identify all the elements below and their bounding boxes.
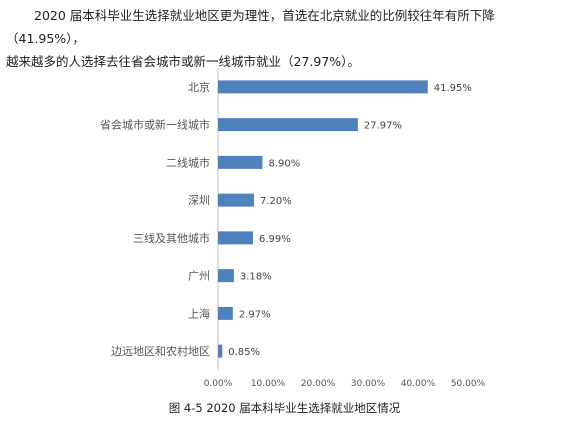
intro-line-2: 越来越多的人选择去往省会城市或新一线城市就业（27.97%）。 bbox=[6, 54, 360, 69]
value-label: 7.20% bbox=[260, 196, 292, 207]
category-label: 广州 bbox=[188, 270, 210, 283]
value-label: 8.90% bbox=[269, 158, 301, 169]
category-label: 北京 bbox=[188, 80, 210, 94]
bar bbox=[218, 306, 233, 320]
intro-text: 2020 届本科毕业生选择就业地区更为理性，首选在北京就业的比例较往年有所下降（… bbox=[6, 4, 562, 73]
value-label: 2.97% bbox=[239, 309, 271, 320]
bar bbox=[218, 231, 253, 245]
bar bbox=[218, 155, 263, 169]
bar bbox=[218, 344, 223, 358]
value-label: 41.95% bbox=[434, 83, 472, 94]
category-label: 边远地区和农村地区 bbox=[111, 344, 210, 358]
x-tick-label: 40.00% bbox=[401, 379, 436, 389]
bar bbox=[218, 118, 358, 132]
value-label: 0.85% bbox=[228, 347, 260, 358]
x-tick-label: 50.00% bbox=[451, 379, 486, 389]
intro-line-1: 2020 届本科毕业生选择就业地区更为理性，首选在北京就业的比例较往年有所下降（… bbox=[6, 8, 495, 46]
category-label: 二线城市 bbox=[166, 155, 210, 169]
x-tick-label: 0.00% bbox=[204, 379, 233, 389]
value-label: 3.18% bbox=[240, 272, 272, 283]
category-label: 上海 bbox=[188, 306, 210, 320]
category-label: 深圳 bbox=[188, 194, 210, 207]
bar bbox=[218, 269, 234, 283]
figure-caption: 图 4-5 2020 届本科毕业生选择就业地区情况 bbox=[168, 401, 401, 415]
value-label: 27.97% bbox=[364, 121, 402, 132]
x-tick-label: 20.00% bbox=[301, 379, 336, 389]
x-tick-label: 30.00% bbox=[351, 379, 386, 389]
bar bbox=[218, 193, 254, 207]
x-tick-label: 10.00% bbox=[251, 379, 286, 389]
value-label: 6.99% bbox=[259, 234, 291, 245]
bar bbox=[218, 80, 428, 94]
category-label: 三线及其他城市 bbox=[133, 231, 210, 245]
category-label: 省会城市或新一线城市 bbox=[100, 118, 210, 132]
